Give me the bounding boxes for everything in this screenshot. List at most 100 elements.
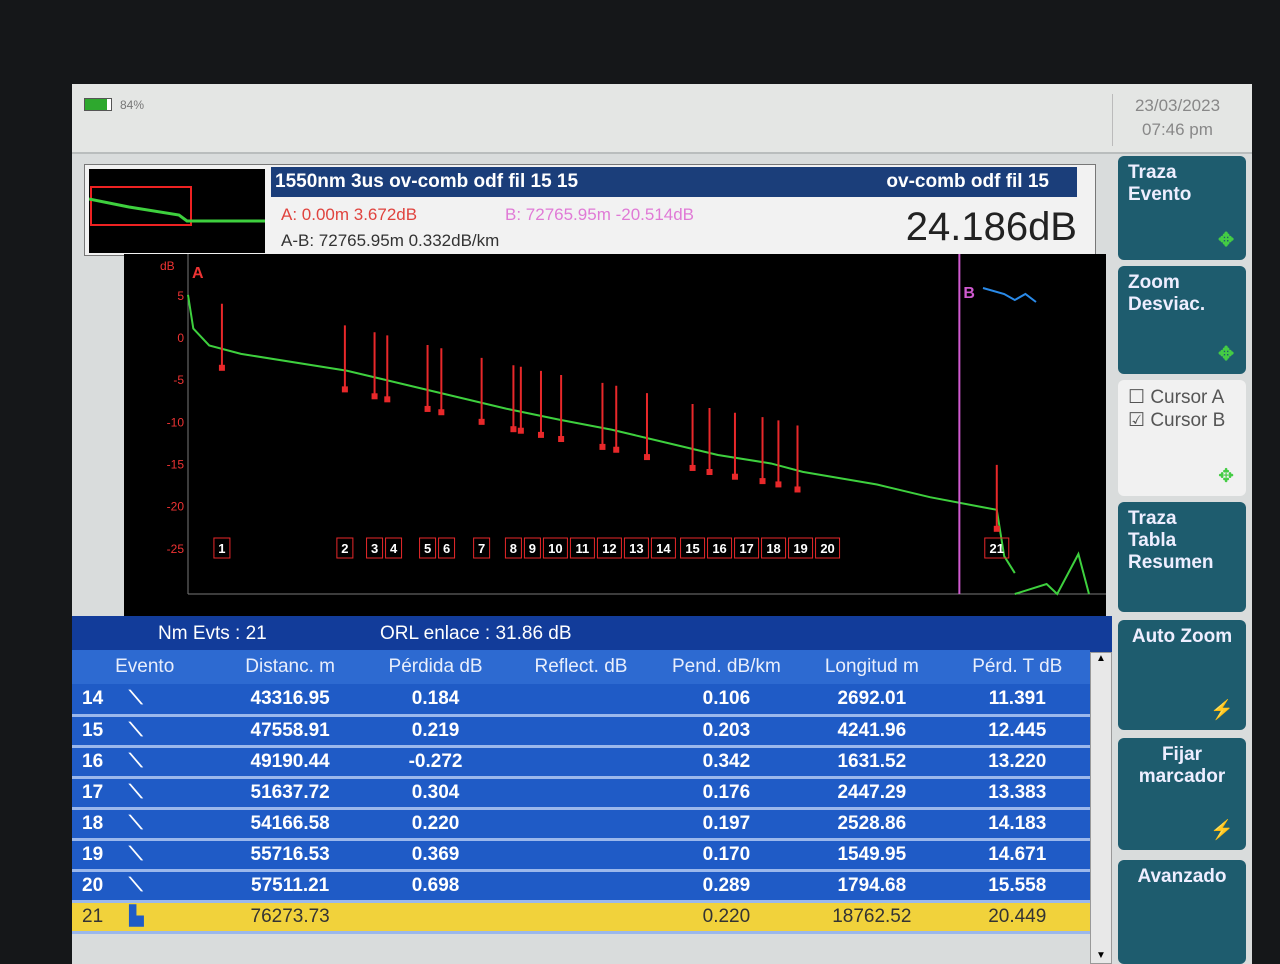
event-label-box: [385, 537, 403, 559]
table-cell: 14.671: [944, 839, 1090, 872]
event-label-box: [650, 537, 676, 559]
table-cell: 0.203: [653, 715, 800, 748]
table-cell: [508, 808, 654, 841]
event-marker-foot: [478, 418, 485, 425]
table-cell: 1631.52: [799, 746, 945, 779]
event-label-box: [680, 537, 706, 559]
option-evento[interactable]: Evento: [1128, 184, 1192, 205]
event-label: 21: [990, 541, 1004, 556]
table-cell: 15.558: [944, 870, 1090, 903]
table-cell: 13.220: [944, 746, 1090, 779]
table-cell: 51637.72: [217, 777, 363, 810]
option-traza-view[interactable]: Traza: [1128, 508, 1177, 529]
table-cell: 0.197: [653, 808, 800, 841]
splice-loss-icon: ⟍: [129, 843, 143, 865]
table-cell: [508, 870, 654, 903]
event-number: 16: [82, 750, 104, 772]
avanzado-button[interactable]: Avanzado: [1118, 860, 1246, 964]
table-cell: 11.391: [944, 684, 1090, 717]
table-cell: 1549.95: [799, 839, 945, 872]
time: 07:46 pm: [1142, 120, 1213, 139]
table-row[interactable]: 19 ⟍ 55716.53 0.369 0.170 1549.95 14.671: [72, 839, 1090, 872]
table-cell: 2692.01: [799, 684, 945, 717]
view-mode-toggle[interactable]: Traza Tabla Resumen: [1118, 502, 1246, 612]
total-loss-readout: 24.186dB: [905, 205, 1077, 249]
table-cell: 0.698: [362, 870, 509, 903]
event-label: 2: [341, 541, 348, 556]
event-number: 18: [82, 812, 104, 834]
table-row[interactable]: 18 ⟍ 54166.58 0.220 0.197 2528.86 14.183: [72, 808, 1090, 841]
column-header[interactable]: Reflect. dB: [508, 650, 654, 684]
table-row[interactable]: 16 ⟍ 49190.44 -0.272 0.342 1631.52 13.220: [72, 746, 1090, 779]
option-zoom[interactable]: Zoom: [1128, 272, 1180, 293]
event-label: 3: [371, 541, 378, 556]
event-marker-foot: [371, 393, 378, 400]
battery-icon: [84, 98, 112, 111]
cursor-b-checkbox[interactable]: ☑ Cursor B: [1128, 409, 1236, 432]
table-cell: 20 ⟍: [72, 870, 218, 903]
table-cell: 0.176: [653, 777, 800, 810]
event-label-box: [596, 537, 622, 559]
event-marker-foot: [341, 386, 348, 393]
orl-link: ORL enlace : 31.86 dB: [380, 623, 572, 644]
fijar-marcador-button[interactable]: Fijar marcador ⚡: [1118, 738, 1246, 850]
trace-overview-thumbnail[interactable]: [88, 169, 265, 253]
table-cell: 0.369: [362, 839, 509, 872]
table-row[interactable]: 17 ⟍ 51637.72 0.304 0.176 2447.29 13.383: [72, 777, 1090, 810]
auto-zoom-button[interactable]: Auto Zoom ⚡: [1118, 620, 1246, 730]
option-tabla[interactable]: Tabla: [1128, 530, 1177, 551]
option-traza[interactable]: Traza: [1128, 162, 1177, 183]
event-label: 9: [529, 541, 536, 556]
event-label: 10: [548, 541, 562, 556]
event-label-box: [707, 537, 733, 559]
splice-loss-icon: ⟍: [129, 750, 143, 772]
event-marker-foot: [775, 481, 782, 488]
event-label-box: [788, 537, 814, 559]
table-cell: -0.272: [362, 746, 509, 779]
event-marker-foot: [517, 427, 524, 434]
trace-file-name: ov-comb odf fil 15: [886, 171, 1049, 192]
event-label: 15: [685, 541, 699, 556]
table-cell: 17 ⟍: [72, 777, 218, 810]
table-row[interactable]: 15 ⟍ 47558.91 0.219 0.203 4241.96 12.445: [72, 715, 1090, 748]
table-cell: 0.106: [653, 684, 800, 717]
splice-loss-icon: ⟍: [129, 812, 143, 834]
table-row[interactable]: 20 ⟍ 57511.21 0.698 0.289 1794.68 15.558: [72, 870, 1090, 903]
table-row[interactable]: 21 ▙ 76273.73 0.220 18762.52 20.449: [72, 901, 1090, 934]
scroll-down-icon[interactable]: ▼: [1096, 950, 1106, 961]
event-label-box: [523, 537, 541, 559]
event-marker-foot: [558, 436, 565, 443]
column-header[interactable]: Longitud m: [799, 650, 945, 684]
column-header[interactable]: Pend. dB/km: [653, 650, 800, 684]
event-label-box: [569, 537, 595, 559]
table-cell: 0.220: [653, 901, 800, 934]
zoom-deviation-toggle[interactable]: Zoom Desviac. ✥: [1118, 266, 1246, 374]
scroll-up-icon[interactable]: ▲: [1096, 653, 1106, 664]
column-header[interactable]: Pérd. T dB: [944, 650, 1090, 684]
cursor-a-checkbox[interactable]: ☐ Cursor A: [1128, 386, 1236, 409]
noise-line: [1014, 551, 1090, 596]
table-cell: 21 ▙: [72, 901, 218, 934]
column-header[interactable]: Evento: [72, 650, 218, 684]
option-desviac[interactable]: Desviac.: [1128, 294, 1206, 315]
y-tick-label: 5: [177, 289, 184, 303]
checkbox-checked-icon: ☑: [1128, 410, 1146, 431]
column-header[interactable]: Pérdida dB: [362, 650, 509, 684]
navigation-pad-icon: ✥: [1218, 466, 1234, 487]
fiber-end-icon: ▙: [129, 906, 144, 927]
table-row[interactable]: 14 ⟍ 43316.95 0.184 0.106 2692.01 11.391: [72, 684, 1090, 717]
event-label: 5: [424, 541, 431, 556]
option-resumen[interactable]: Resumen: [1128, 552, 1214, 573]
column-header[interactable]: Distanc. m: [217, 650, 363, 684]
num-events: Nm Evts : 21: [158, 623, 267, 644]
table-scrollbar[interactable]: ▲ ▼: [1090, 652, 1112, 964]
event-label-box: [734, 537, 760, 559]
table-cell: [508, 901, 654, 934]
otdr-trace-chart[interactable]: dB 5 0 -5 -10 -15 -20 -25 A B 1 2 3 4 5 6 7 8 9 10 11 12 13 14 1…: [124, 254, 1106, 616]
thumbnail-trace: [88, 186, 265, 226]
table-cell: 0.304: [362, 777, 509, 810]
trace-event-toggle[interactable]: Traza Evento ✥: [1118, 156, 1246, 260]
event-label-box: [366, 537, 384, 559]
event-number: 14: [82, 687, 104, 709]
event-label: 19: [793, 541, 807, 556]
